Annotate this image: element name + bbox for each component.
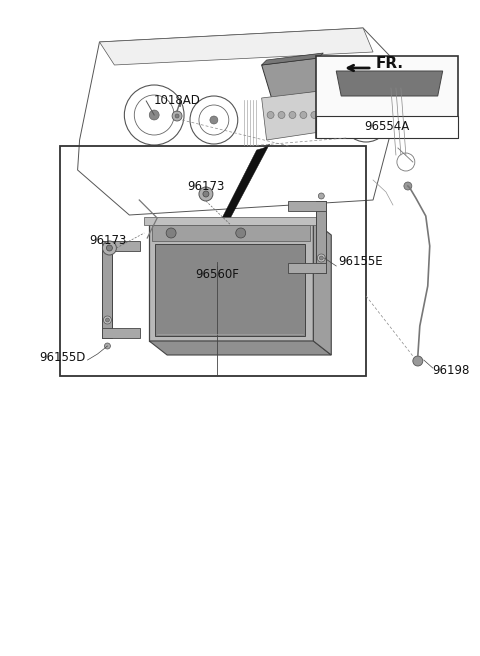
Polygon shape: [336, 71, 443, 96]
Circle shape: [199, 187, 213, 201]
Text: 96155E: 96155E: [338, 255, 383, 268]
Circle shape: [267, 112, 274, 119]
Bar: [155, 244, 305, 336]
Circle shape: [102, 241, 116, 255]
Circle shape: [278, 112, 285, 119]
Bar: [149, 221, 313, 341]
Circle shape: [149, 110, 159, 120]
Circle shape: [317, 254, 325, 262]
Circle shape: [319, 256, 324, 260]
Circle shape: [413, 356, 423, 366]
Bar: [60, 146, 366, 376]
Polygon shape: [313, 221, 331, 355]
Text: FR.: FR.: [376, 56, 404, 70]
Polygon shape: [262, 58, 328, 98]
Text: 96198: 96198: [433, 365, 470, 377]
Circle shape: [311, 112, 318, 119]
Polygon shape: [262, 53, 324, 65]
Polygon shape: [99, 28, 373, 65]
Polygon shape: [199, 238, 224, 255]
Bar: [288, 201, 326, 211]
Bar: [144, 217, 318, 225]
Circle shape: [361, 113, 371, 123]
Circle shape: [107, 245, 112, 251]
Bar: [102, 241, 140, 251]
Text: 96173: 96173: [90, 234, 127, 247]
Bar: [152, 225, 311, 241]
Bar: [288, 263, 326, 273]
Circle shape: [236, 228, 246, 238]
Circle shape: [175, 114, 179, 118]
Circle shape: [210, 116, 218, 124]
Polygon shape: [208, 144, 270, 248]
Text: 96173: 96173: [187, 180, 225, 193]
Bar: [102, 241, 112, 338]
Circle shape: [104, 316, 111, 324]
Circle shape: [203, 191, 209, 197]
Circle shape: [106, 318, 109, 322]
Polygon shape: [262, 90, 333, 140]
Circle shape: [289, 112, 296, 119]
Circle shape: [318, 193, 324, 199]
Polygon shape: [149, 341, 331, 355]
Bar: [316, 56, 457, 138]
Bar: [316, 201, 326, 273]
Circle shape: [404, 182, 412, 190]
Text: 96155D: 96155D: [39, 351, 85, 364]
Text: 1018AD: 1018AD: [154, 94, 201, 107]
Text: 96560F: 96560F: [195, 268, 239, 281]
Circle shape: [172, 111, 182, 121]
Circle shape: [166, 228, 176, 238]
Circle shape: [300, 112, 307, 119]
Bar: [102, 328, 140, 338]
Bar: [316, 116, 457, 138]
Circle shape: [105, 343, 110, 349]
Text: 96554A: 96554A: [364, 121, 409, 134]
